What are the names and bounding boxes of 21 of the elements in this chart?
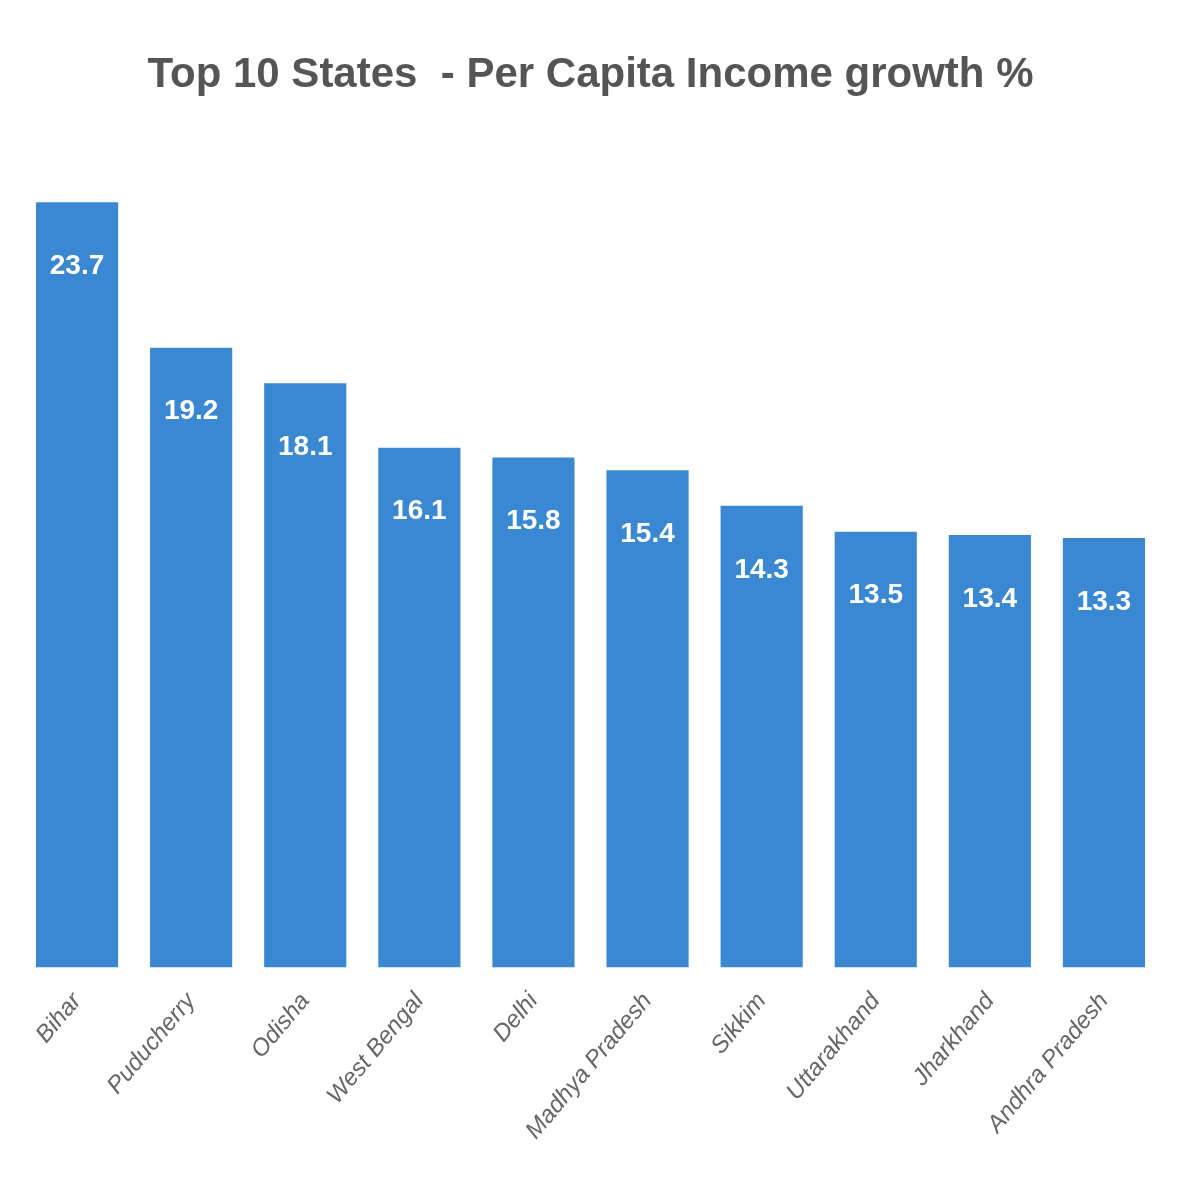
data-label: 16.1 xyxy=(392,494,447,526)
bar xyxy=(378,447,461,968)
data-label: 14.3 xyxy=(734,552,789,584)
bar xyxy=(1062,538,1146,968)
bar xyxy=(150,347,233,968)
bar xyxy=(264,383,347,968)
bar xyxy=(720,505,803,968)
bar xyxy=(492,457,575,968)
data-label: 19.2 xyxy=(163,394,219,426)
data-label: 13.3 xyxy=(1076,584,1132,616)
data-label: 15.4 xyxy=(620,517,676,549)
bar xyxy=(606,470,689,968)
data-label: 15.8 xyxy=(506,504,561,536)
data-label: 13.5 xyxy=(848,578,903,610)
data-label: 18.1 xyxy=(278,429,333,461)
chart-title: Top 10 States - Per Capita Income growth % xyxy=(147,48,1034,96)
bar xyxy=(35,202,119,968)
bar xyxy=(948,534,1031,968)
data-label: 13.4 xyxy=(962,581,1018,613)
data-label: 23.7 xyxy=(49,249,105,281)
bar xyxy=(834,531,917,968)
